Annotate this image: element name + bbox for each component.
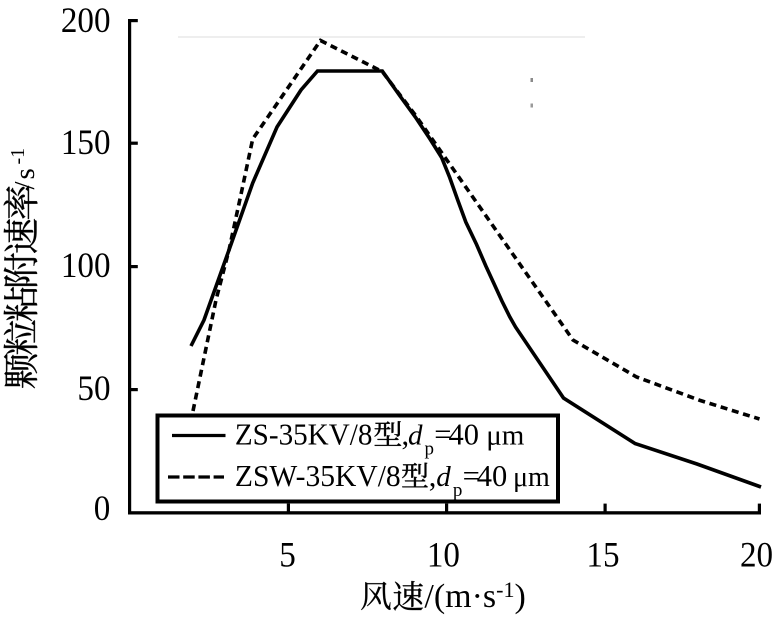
svg-text:-1: -1 bbox=[7, 148, 29, 165]
svg-text:40: 40 bbox=[477, 459, 508, 493]
svg-text:150: 150 bbox=[61, 123, 111, 163]
svg-text:/: / bbox=[9, 181, 41, 190]
svg-text:50: 50 bbox=[77, 369, 110, 409]
svg-text:200: 200 bbox=[61, 1, 111, 41]
svg-text:15: 15 bbox=[586, 535, 619, 575]
svg-text:=: = bbox=[434, 418, 451, 452]
svg-text:s: s bbox=[9, 168, 41, 179]
svg-text:100: 100 bbox=[61, 246, 111, 286]
svg-text:,: , bbox=[402, 418, 410, 452]
svg-text:ZS-35KV/8: ZS-35KV/8 bbox=[235, 418, 373, 452]
svg-text:10: 10 bbox=[427, 535, 460, 575]
svg-text:ZSW-35KV/8: ZSW-35KV/8 bbox=[235, 459, 401, 493]
svg-text:/(m·s-1): /(m·s-1) bbox=[424, 577, 525, 615]
svg-text:5: 5 bbox=[279, 535, 296, 575]
svg-text:d: d bbox=[408, 420, 423, 452]
svg-text:0: 0 bbox=[94, 489, 111, 529]
svg-text:d: d bbox=[436, 461, 451, 493]
svg-text:μm: μm bbox=[486, 420, 525, 452]
svg-text:,: , bbox=[429, 459, 437, 493]
svg-text:40: 40 bbox=[449, 418, 480, 452]
svg-text:=: = bbox=[463, 459, 480, 493]
svg-text:μm: μm bbox=[513, 462, 550, 493]
svg-text:20: 20 bbox=[740, 535, 773, 575]
svg-text:p: p bbox=[453, 480, 463, 501]
svg-text:p: p bbox=[425, 439, 435, 460]
